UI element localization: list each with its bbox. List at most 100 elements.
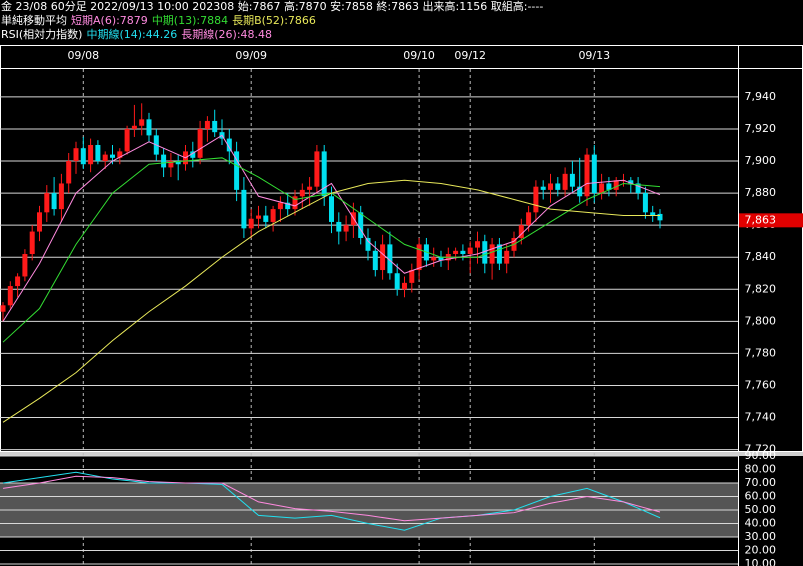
candle-body <box>102 154 108 162</box>
x-tick-label: 09/12 <box>454 49 486 62</box>
series-line <box>2 157 661 343</box>
candle-body <box>606 183 612 190</box>
candle-body <box>58 183 64 210</box>
ma-legend: 単純移動平均 短期A(6):7879 中期(13):7884 長期B(52):7866 <box>1 13 316 27</box>
y-tick-label: 7,800 <box>745 314 777 327</box>
candle-body <box>548 183 553 190</box>
candle-body <box>577 186 583 197</box>
y-tick-label: 50.00 <box>745 503 777 516</box>
legend-entry: 中期線(14):44.26 <box>86 27 177 41</box>
series-line <box>2 475 661 522</box>
legend-title: RSI(相対力指数) <box>1 27 82 41</box>
x-tick-label: 09/13 <box>578 49 610 62</box>
candle-body <box>562 173 568 190</box>
candle-body <box>394 273 400 290</box>
x-tick-label: 09/08 <box>67 49 99 62</box>
last-price-box <box>739 213 803 228</box>
candle-body <box>51 193 57 210</box>
candle-body <box>234 151 240 190</box>
candle-body <box>402 282 407 290</box>
y-tick-label: 7,940 <box>745 90 777 103</box>
candle-body <box>467 247 473 255</box>
candle-body <box>146 119 152 136</box>
candle-body <box>504 250 510 264</box>
candle-body <box>299 189 305 197</box>
candle-body <box>29 231 35 255</box>
candle-body <box>73 148 79 162</box>
last-price-label: 7,863 <box>745 213 777 226</box>
candle-body <box>190 151 196 158</box>
x-tick-label: 09/09 <box>235 49 267 62</box>
y-tick-label: 40.00 <box>745 516 777 529</box>
candle-body <box>226 138 232 152</box>
candle-body <box>642 193 648 213</box>
candle-body <box>66 161 72 184</box>
candle-body <box>277 202 283 210</box>
header-info: 金 23/08 60分足 2022/09/13 10:00 202308 始:7… <box>1 0 543 13</box>
candle-body <box>7 286 13 306</box>
legend-entry: 短期A(6):7879 <box>71 13 148 27</box>
y-tick-label: 7,760 <box>745 378 777 391</box>
candle-body <box>584 154 590 197</box>
candle-body <box>248 218 254 229</box>
candle-body <box>409 270 415 283</box>
candle-body <box>336 221 342 232</box>
candle-body <box>358 212 364 238</box>
y-tick-label: 7,900 <box>745 154 777 167</box>
candle-body <box>431 257 437 261</box>
y-tick-label: 7,840 <box>745 250 777 263</box>
x-tick-label: 09/10 <box>403 49 435 62</box>
candle-body <box>80 148 86 165</box>
candle-body <box>88 144 94 165</box>
candle-body <box>95 144 101 162</box>
candle-body <box>175 161 181 165</box>
candle-body <box>110 154 115 158</box>
y-tick-label: 90.00 <box>745 449 777 462</box>
y-tick-label: 7,920 <box>745 122 777 135</box>
candle-body <box>343 225 349 232</box>
main-frame <box>0 45 803 452</box>
candle-body <box>307 186 313 190</box>
candle-body <box>44 193 50 213</box>
candle-body <box>460 250 466 255</box>
series-line <box>2 134 661 322</box>
candle-body <box>168 161 174 168</box>
candle-body <box>365 237 371 251</box>
candle-body <box>372 250 378 271</box>
candle-body <box>292 196 298 210</box>
candle-body <box>613 180 619 190</box>
y-tick-label: 20.00 <box>745 543 777 556</box>
candle-body <box>256 215 261 219</box>
rsi-legend: RSI(相対力指数) 中期線(14):44.26 長期線(26):48.48 <box>1 27 272 41</box>
y-tick-label: 70.00 <box>745 476 777 489</box>
candle-body <box>650 212 656 216</box>
candle-body <box>489 244 495 264</box>
y-tick-label: 7,820 <box>745 282 777 295</box>
candle-body <box>657 213 663 221</box>
candle-body <box>533 186 539 213</box>
candle-body <box>438 257 444 261</box>
candle-body <box>482 241 488 264</box>
y-tick-label: 30.00 <box>745 530 777 543</box>
series-line <box>2 471 661 531</box>
legend-entry: 長期線(26):48.48 <box>181 27 272 41</box>
candle-body <box>314 151 320 187</box>
y-tick-label: 60.00 <box>745 489 777 502</box>
candle-body <box>387 244 393 274</box>
candle-body <box>270 209 276 222</box>
candle-body <box>416 244 422 271</box>
candle-body <box>241 189 247 229</box>
candle-body <box>117 151 123 158</box>
candle-body <box>321 151 327 197</box>
candle-body <box>591 154 597 194</box>
legend-entry: 長期B(52):7866 <box>232 14 316 27</box>
candle-body <box>526 212 532 226</box>
candle-body <box>599 183 605 194</box>
candle-body <box>131 125 137 129</box>
candle-body <box>475 241 480 248</box>
candle-body <box>212 120 218 133</box>
candle-body <box>635 183 641 194</box>
candle-body <box>15 276 21 287</box>
candle-body <box>197 128 203 158</box>
